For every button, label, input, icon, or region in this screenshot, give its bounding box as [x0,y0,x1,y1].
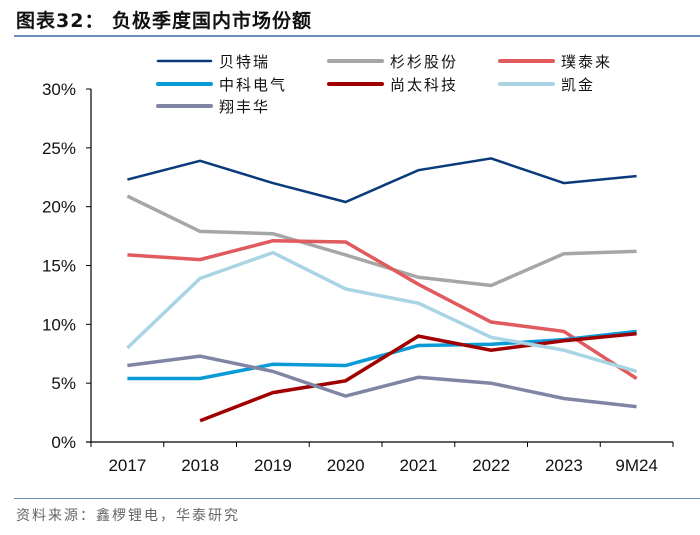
legend-label: 璞泰来 [561,53,612,71]
y-tick-label: 25% [42,139,76,158]
axes: 0% 5% 10% 15% 20% 25% 30% 2017 2018 2019 2020 2021 2… [42,80,674,475]
series-line-3 [127,239,638,380]
legend-item: 凯金 [498,76,595,94]
series-line-6 [126,250,638,374]
x-tick-label: 2020 [327,456,365,475]
series-line-4 [127,329,637,381]
series-line-2 [126,194,637,288]
y-tick-label: 30% [42,80,76,99]
legend-label: 杉杉股份 [390,53,458,71]
plot-area [126,157,638,423]
legend-label: 翔丰华 [219,98,270,116]
x-tick-label: 2018 [181,456,219,475]
legend-label: 凯金 [561,76,595,94]
x-tick-label: 2023 [545,456,583,475]
legend-label: 贝特瑞 [219,53,270,71]
x-tick-label: 2021 [399,456,437,475]
y-tick-label: 20% [42,198,76,217]
legend-item: 中科电气 [156,76,287,94]
chart-title: 图表32： 负极季度国内市场份额 [16,10,313,32]
legend-item: 杉杉股份 [327,53,458,71]
y-tick-label: 0% [51,433,76,452]
x-tick-label: 2019 [254,456,292,475]
y-tick-label: 5% [51,374,76,393]
x-tick-label: 2017 [108,456,146,475]
legend-item: 璞泰来 [498,53,612,71]
series-line-5 [199,331,637,423]
legend-label: 中科电气 [219,76,287,94]
title-divider [14,35,700,37]
footer-divider [14,498,700,499]
legend-item: 贝特瑞 [156,53,270,71]
legend-item: 尚太科技 [327,76,458,94]
series-line-1 [127,157,637,204]
x-tick-label: 2022 [472,456,510,475]
legend-label: 尚太科技 [390,76,458,94]
source-note: 资料来源：鑫椤锂电，华泰研究 [16,508,240,524]
x-tick-label: 9M24 [615,456,658,475]
series-line-7 [127,354,637,409]
y-tick-label: 10% [42,315,76,334]
y-tick-label: 15% [42,257,76,276]
legend-item: 翔丰华 [156,98,270,116]
